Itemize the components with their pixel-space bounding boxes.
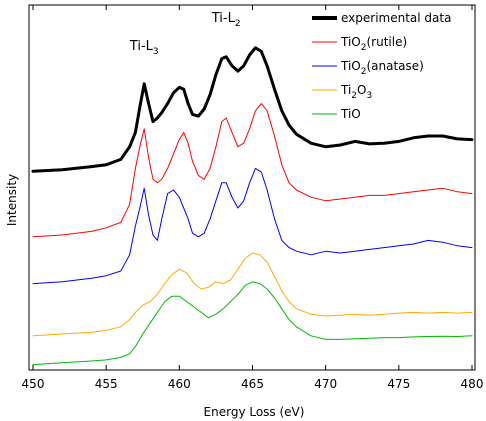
x-tick-label: 480 — [461, 377, 484, 391]
legend-label-0: experimental data — [341, 11, 451, 25]
peak-label-1: Ti-L2 — [211, 11, 241, 29]
series-line-0 — [31, 46, 474, 173]
x-tick-label: 465 — [241, 377, 264, 391]
series-line-3 — [32, 252, 473, 337]
series-line-4 — [32, 281, 473, 366]
peak-label-0: Ti-L3 — [129, 39, 159, 57]
y-axis-label: Intensity — [5, 174, 19, 226]
series-line-1 — [32, 103, 473, 238]
x-tick-label: 450 — [22, 377, 45, 391]
x-tick-label: 455 — [95, 377, 118, 391]
x-tick-label: 475 — [387, 377, 410, 391]
plot-area: 450 455 460 465 470 475 480 — [22, 4, 484, 391]
x-axis-ticks: 450 455 460 465 470 475 480 — [22, 5, 484, 391]
legend-label-2: TiO2(anatase) — [340, 59, 424, 77]
x-tick-label: 460 — [168, 377, 191, 391]
peak-annotations: Ti-L3 Ti-L2 — [129, 11, 241, 57]
series-line-2 — [32, 167, 473, 285]
x-axis-label: Energy Loss (eV) — [204, 405, 305, 419]
legend-label-1: TiO2(rutile) — [340, 35, 407, 53]
legend: experimental data TiO2(rutile) TiO2(anatas… — [312, 11, 451, 121]
legend-label-4: TiO — [340, 107, 361, 121]
legend-label-3: Ti2O3 — [340, 83, 372, 101]
series-layer — [31, 46, 474, 366]
x-tick-label: 470 — [314, 377, 337, 391]
